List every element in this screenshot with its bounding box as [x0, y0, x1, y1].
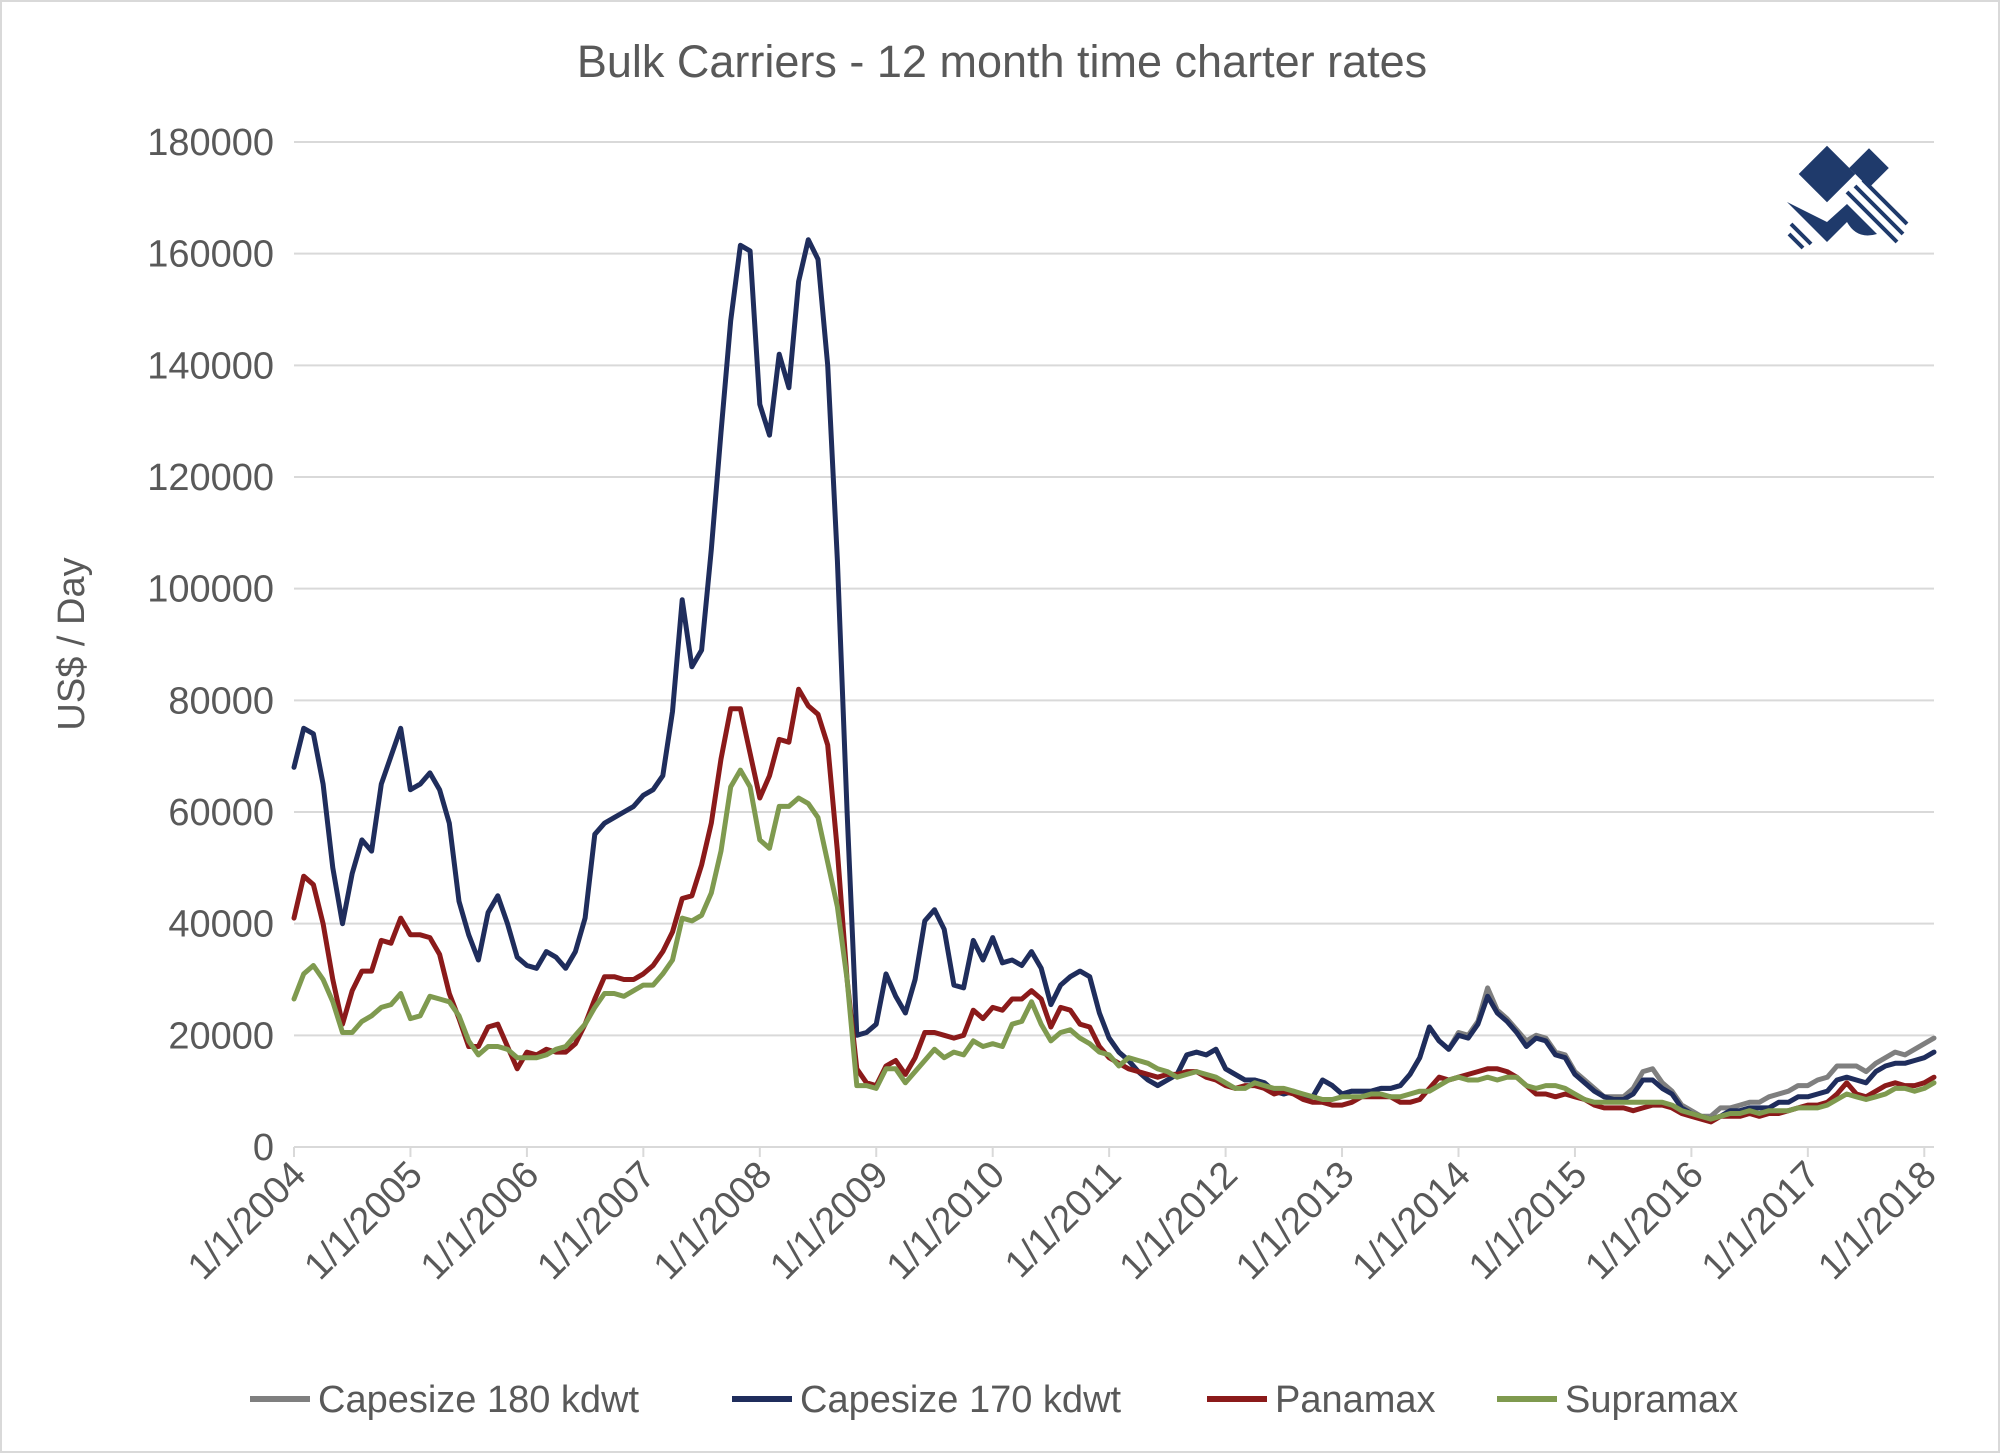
- y-tick-label: 160000: [147, 234, 274, 276]
- x-tick-label: 1/1/2009: [762, 1154, 896, 1288]
- y-tick-label: 140000: [147, 345, 274, 387]
- legend: Capesize 180 kdwt Capesize 170 kdwt Panama…: [250, 1379, 1738, 1421]
- x-tick-label: 1/1/2016: [1577, 1154, 1711, 1288]
- y-tick-label: 40000: [168, 904, 274, 946]
- x-tick-label: 1/1/2014: [1345, 1154, 1479, 1288]
- series-lines: [291, 237, 1937, 1125]
- y-tick-label: 120000: [147, 457, 274, 499]
- x-tick-label: 1/1/2005: [297, 1154, 431, 1288]
- x-axis-ticks: 1/1/20041/1/20051/1/20061/1/20071/1/2008…: [180, 1147, 1945, 1288]
- x-tick-label: 1/1/2015: [1461, 1154, 1595, 1288]
- x-tick-label: 1/1/2017: [1694, 1154, 1828, 1288]
- x-tick-label: 1/1/2018: [1810, 1154, 1944, 1288]
- legend-label-capesize180: Capesize 180 kdwt: [318, 1379, 640, 1421]
- x-tick-label: 1/1/2007: [529, 1154, 663, 1288]
- x-tick-label: 1/1/2011: [997, 1154, 1129, 1286]
- y-tick-label: 180000: [147, 122, 274, 164]
- y-tick-label: 100000: [147, 569, 274, 611]
- y-axis-label: US$ / Day: [51, 557, 93, 730]
- series-line-supramax: [291, 767, 1937, 1122]
- x-tick-label: 1/1/2012: [1112, 1154, 1246, 1288]
- legend-label-capesize170: Capesize 170 kdwt: [800, 1379, 1122, 1421]
- x-tick-label: 1/1/2006: [413, 1154, 547, 1288]
- series-line-capesize170: [291, 237, 1937, 1122]
- y-tick-label: 80000: [168, 680, 274, 722]
- x-tick-label: 1/1/2013: [1228, 1154, 1362, 1288]
- y-tick-label: 20000: [168, 1015, 274, 1057]
- y-axis-ticks: 0 20000 40000 60000 80000 100000 120000 140000 1…: [147, 122, 274, 1169]
- legend-label-panamax: Panamax: [1275, 1379, 1436, 1421]
- chart-title: Bulk Carriers - 12 month time charter ra…: [577, 36, 1427, 87]
- company-logo-icon: [1787, 145, 1909, 250]
- y-tick-label: 0: [253, 1127, 274, 1169]
- y-tick-label: 60000: [168, 792, 274, 834]
- x-tick-label: 1/1/2010: [879, 1154, 1013, 1288]
- legend-label-supramax: Supramax: [1565, 1379, 1738, 1421]
- gridlines: [294, 141, 1934, 1148]
- x-tick-label: 1/1/2004: [180, 1154, 314, 1288]
- x-tick-label: 1/1/2008: [646, 1154, 780, 1288]
